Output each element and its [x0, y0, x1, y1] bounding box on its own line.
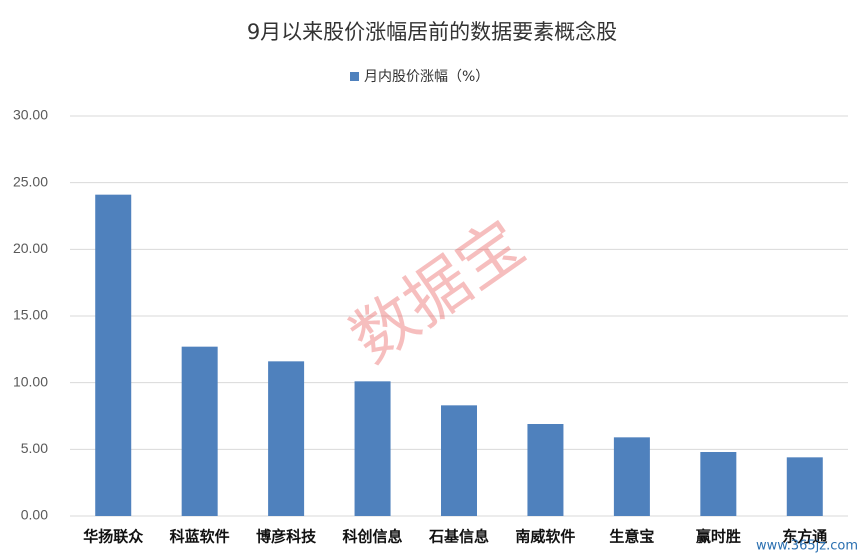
- x-tick-label: 生意宝: [609, 528, 654, 546]
- x-tick-label: 赢时胜: [696, 528, 741, 546]
- site-watermark: www.365jz.com: [756, 539, 858, 554]
- legend-label: 月内股价涨幅（%）: [364, 69, 489, 85]
- y-tick-label: 25.00: [13, 173, 48, 189]
- chart-title: 9月以来股价涨幅居前的数据要素概念股: [247, 20, 617, 44]
- x-tick-label: 科创信息: [343, 528, 403, 546]
- x-tick-label: 华扬联众: [83, 528, 143, 546]
- y-tick-label: 5.00: [21, 440, 48, 456]
- bar: [527, 424, 564, 516]
- legend-swatch: [350, 72, 359, 81]
- bar: [700, 452, 737, 516]
- y-tick-label: 20.00: [13, 240, 48, 256]
- x-tick-label: 科蓝软件: [170, 528, 230, 546]
- bar: [441, 405, 477, 516]
- bar: [786, 457, 823, 516]
- bar: [354, 381, 391, 516]
- y-tick-label: 30.00: [13, 107, 48, 123]
- y-tick-label: 0.00: [21, 507, 48, 523]
- x-tick-label: 南威软件: [515, 528, 575, 546]
- x-tick-label: 博彦科技: [256, 528, 317, 546]
- bar: [181, 346, 218, 516]
- bar: [95, 194, 132, 516]
- x-tick-label: 石基信息: [428, 528, 489, 546]
- watermark: 数据宝: [338, 207, 538, 378]
- y-tick-label: 15.00: [13, 307, 48, 323]
- y-tick-label: 10.00: [13, 373, 48, 389]
- x-tick-label: 东方通: [782, 528, 827, 546]
- bar: [613, 437, 650, 516]
- bar: [268, 361, 305, 516]
